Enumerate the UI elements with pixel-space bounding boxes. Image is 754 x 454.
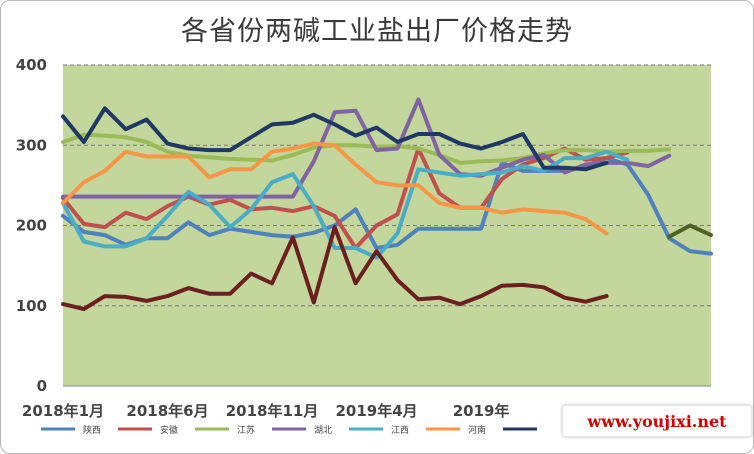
y-tick-label: 100 <box>16 297 47 315</box>
y-tick-label: 300 <box>16 136 47 154</box>
series-line-9 <box>667 223 713 239</box>
legend-label: 河南 <box>468 424 486 436</box>
series-line-2 <box>61 146 630 250</box>
chart-title: 各省份两碱工业盐出厂价格走势 <box>181 16 573 47</box>
series-line-3 <box>61 132 672 165</box>
x-tick-label: 2019年 <box>453 402 510 420</box>
series-line-8 <box>61 225 609 311</box>
legend-label: 江苏 <box>237 424 255 436</box>
series-line-5 <box>61 149 630 260</box>
x-tick-label: 2018年1月 <box>22 402 104 420</box>
y-tick-label: 200 <box>16 217 47 235</box>
series-line-6 <box>61 141 609 236</box>
legend-label: 江西 <box>391 425 409 436</box>
x-tick-label: 2018年11月 <box>226 402 319 420</box>
legend-label: 安徽 <box>160 424 178 436</box>
y-tick-label: 400 <box>16 56 47 74</box>
legend-label: 湖北 <box>314 425 332 436</box>
x-tick-label: 2019年4月 <box>335 402 417 420</box>
series-line-7 <box>61 106 609 172</box>
x-tick-label: 2018年6月 <box>126 402 208 420</box>
legend-label: 陕西 <box>83 424 101 436</box>
y-tick-label: 0 <box>37 377 47 395</box>
watermark-logo: www.youjixi.net <box>562 405 752 437</box>
